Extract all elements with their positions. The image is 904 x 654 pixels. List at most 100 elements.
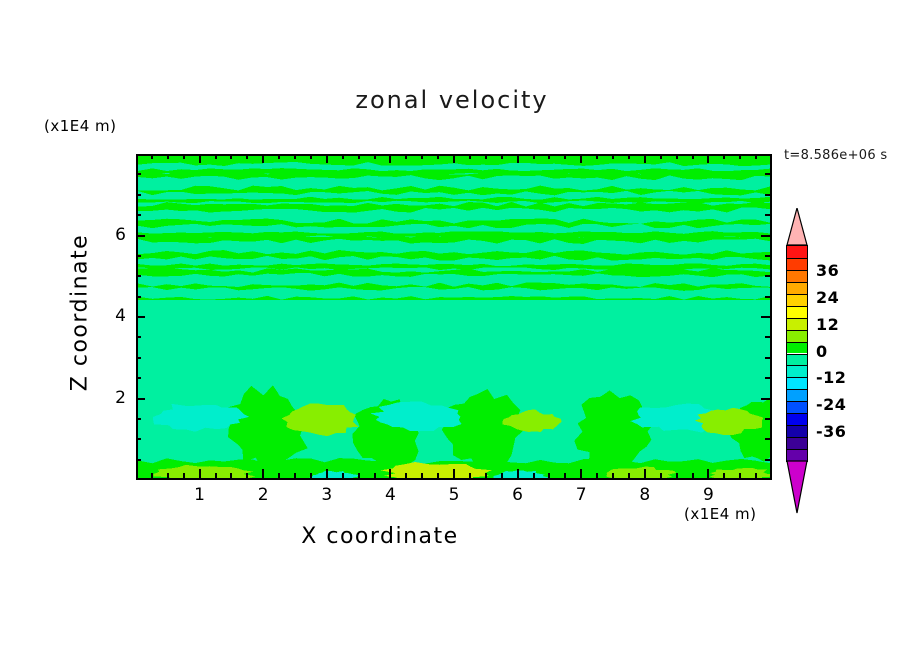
striation-green-2	[138, 231, 770, 239]
y-tick	[136, 193, 141, 196]
y-axis-unit-label: (x1E4 m)	[44, 117, 117, 135]
x-tick-top	[468, 154, 471, 159]
x-tick-label-6: 7	[575, 485, 587, 505]
x-tick-top	[405, 154, 408, 159]
x-tick	[309, 473, 312, 478]
striation-1	[138, 175, 770, 191]
x-tick-top	[691, 154, 694, 159]
eddy-positive-1	[281, 403, 359, 437]
x-tick-label-8: 9	[702, 485, 714, 505]
y-tick-right	[761, 397, 770, 400]
chart-title: zonal velocity	[355, 86, 549, 114]
y-tick-right	[765, 438, 770, 441]
x-tick-top	[182, 154, 185, 159]
x-tick	[484, 473, 487, 478]
x-tick-top	[341, 154, 344, 159]
y-tick	[136, 316, 145, 318]
x-tick	[389, 469, 392, 478]
x-tick	[739, 473, 742, 478]
y-tick	[136, 458, 141, 461]
y-tick-right	[765, 336, 770, 339]
colorbar-band-5	[787, 305, 807, 318]
y-tick	[136, 356, 141, 359]
x-tick	[612, 473, 614, 478]
x-tick	[341, 473, 344, 478]
colorbar-band-8	[787, 341, 807, 354]
colorbar-band-2	[787, 269, 807, 282]
x-tick-top	[596, 154, 599, 159]
x-tick-top	[564, 154, 567, 159]
colorbar-label-4: -12	[816, 368, 847, 388]
x-axis-title: X coordinate	[301, 524, 459, 549]
x-tick	[643, 469, 646, 478]
y-tick-right	[765, 458, 770, 461]
x-tick	[437, 473, 440, 478]
striation-5	[138, 238, 770, 255]
colorbar-band-13	[787, 401, 807, 414]
x-tick-top	[580, 154, 583, 163]
x-tick-top	[739, 154, 742, 159]
colorbar	[786, 245, 808, 462]
x-tick	[325, 469, 328, 478]
y-tick-label-0: 2	[115, 387, 126, 408]
x-tick	[453, 469, 455, 478]
x-tick	[548, 473, 551, 478]
x-tick	[373, 473, 376, 478]
colorbar-band-9	[787, 353, 807, 366]
x-tick	[707, 469, 710, 478]
x-tick	[755, 473, 758, 478]
x-tick-top	[500, 154, 503, 159]
x-tick	[182, 473, 185, 478]
striation-green-0	[138, 168, 770, 176]
x-tick-top	[246, 154, 249, 159]
x-tick-top	[278, 154, 281, 159]
x-tick-top	[294, 154, 296, 159]
x-tick-top	[453, 154, 455, 163]
x-tick-top	[166, 154, 169, 159]
colorbar-label-0: 36	[816, 260, 840, 280]
bottom-patch-6	[308, 470, 360, 478]
y-tick	[136, 214, 141, 217]
y-tick	[136, 336, 141, 339]
eddy-positive-3	[694, 407, 764, 436]
saddle-green-5	[726, 398, 770, 462]
time-annotation: t=8.586e+06 s	[784, 148, 888, 163]
y-tick-right	[765, 275, 770, 278]
y-tick-right	[761, 316, 770, 318]
x-tick-top	[643, 154, 646, 163]
x-tick	[294, 473, 296, 478]
y-tick-label-1: 4	[115, 306, 126, 326]
x-tick	[564, 473, 567, 478]
x-tick	[421, 473, 424, 478]
x-tick-top	[150, 154, 153, 159]
x-tick-label-7: 8	[639, 485, 651, 505]
x-tick	[675, 473, 678, 478]
x-tick	[580, 469, 583, 478]
colorbar-label-2: 12	[816, 314, 840, 334]
x-axis-unit-label: (x1E4 m)	[684, 505, 757, 523]
x-tick-top	[532, 154, 535, 159]
striation-3	[138, 207, 770, 224]
colorbar-over-cap	[786, 205, 808, 246]
x-tick-top	[230, 154, 233, 159]
x-tick-label-4: 5	[448, 485, 460, 505]
y-tick	[136, 173, 141, 176]
colorbar-band-1	[787, 257, 807, 270]
saddle-green-1	[227, 385, 308, 473]
layer-mid-spring	[138, 300, 770, 392]
colorbar-label-6: -36	[816, 422, 847, 442]
x-tick	[691, 473, 694, 478]
x-tick-top	[357, 154, 360, 159]
saddle-green-4	[574, 390, 655, 470]
x-tick-top	[389, 154, 392, 163]
colorbar-band-7	[787, 329, 807, 342]
eddy-negative-1	[153, 403, 249, 432]
colorbar-band-4	[787, 293, 807, 306]
x-tick	[532, 473, 535, 478]
y-tick-right	[765, 254, 770, 257]
y-tick-right	[765, 295, 770, 298]
colorbar-band-0	[787, 246, 807, 258]
x-tick	[230, 473, 233, 478]
x-tick	[516, 469, 519, 478]
